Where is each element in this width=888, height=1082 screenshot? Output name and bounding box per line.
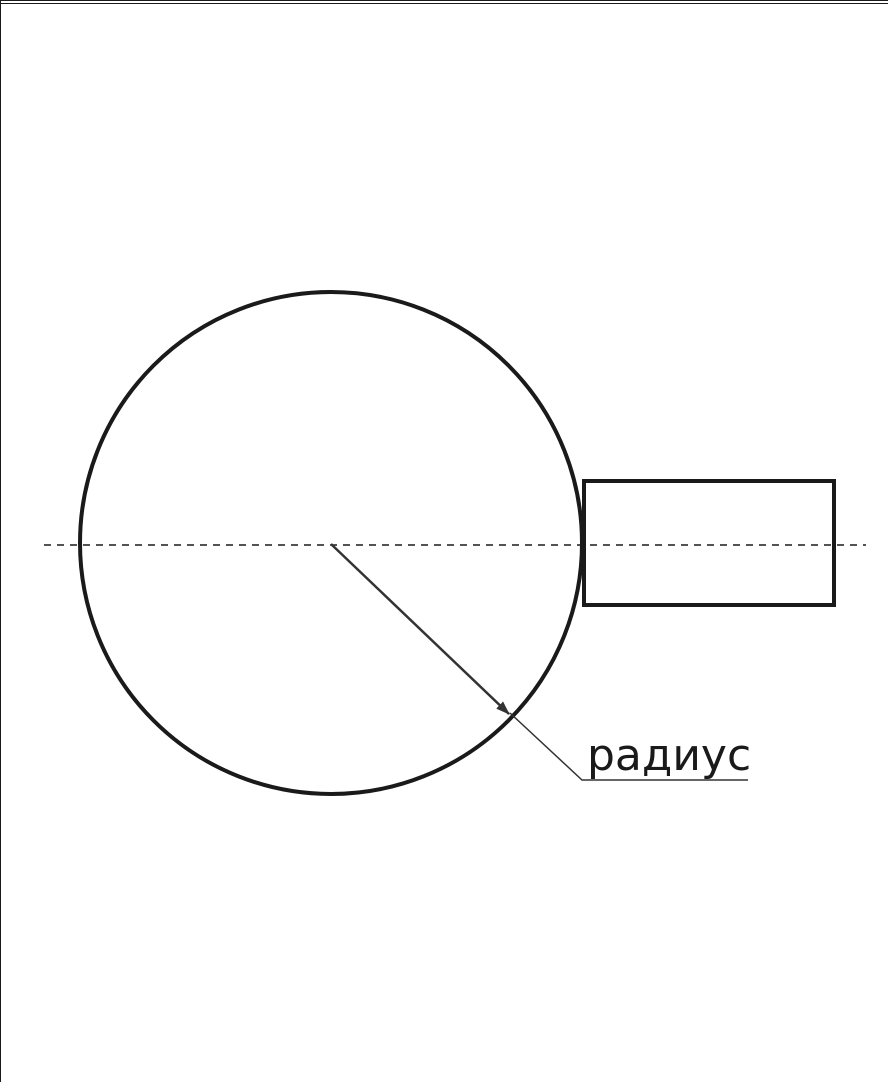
- page-top-border: [0, 0, 888, 4]
- page-left-border: [0, 0, 1, 1082]
- radius-arrow: [330, 543, 510, 715]
- radius-label: радиус: [587, 730, 751, 781]
- leader-line: [509, 712, 748, 781]
- rectangle-shape: [582, 479, 836, 607]
- circle-shape: [78, 290, 584, 796]
